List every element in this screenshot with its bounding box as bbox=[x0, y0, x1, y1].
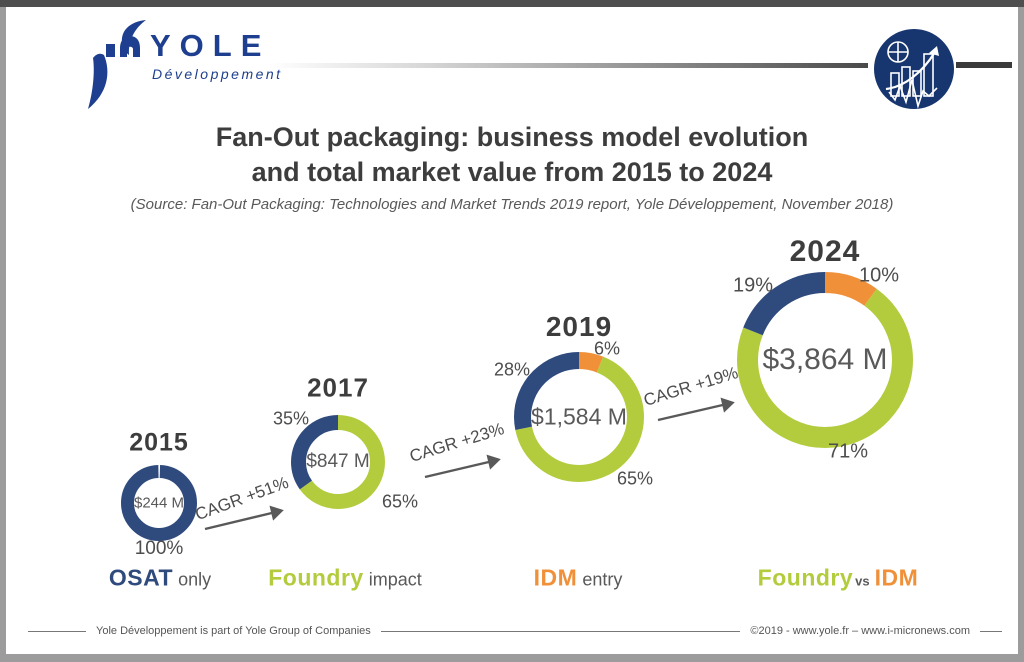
source-note: (Source: Fan-Out Packaging: Technologies… bbox=[130, 196, 894, 213]
donut-pct-label: 19% bbox=[732, 274, 774, 297]
donut-value-label: $244 M bbox=[133, 494, 185, 512]
donut-year-label: 2024 bbox=[789, 235, 861, 268]
donut-pct-label: 10% bbox=[858, 264, 900, 287]
header-rule bbox=[268, 63, 868, 68]
donut-pct-label: 35% bbox=[272, 408, 310, 429]
donut-2024-segment-osat bbox=[737, 272, 913, 448]
donut-value-label: $3,864 M bbox=[762, 343, 888, 376]
caption-part: Foundry bbox=[268, 564, 364, 591]
charts-growth-icon bbox=[874, 29, 954, 109]
caption-part: only bbox=[173, 569, 212, 590]
cagr-arrowhead bbox=[486, 454, 501, 470]
logo-name: YOLE bbox=[150, 28, 271, 63]
footer-divider bbox=[28, 630, 86, 632]
footer: Yole Développement is part of Yole Group… bbox=[28, 622, 1002, 640]
donut-2019-segment-foundry bbox=[514, 352, 644, 482]
caption-part: vs bbox=[855, 573, 870, 589]
header-rule-right bbox=[956, 62, 1012, 68]
caption-part: OSAT bbox=[108, 564, 174, 591]
donut-2015-segment-osat bbox=[121, 465, 197, 541]
cagr-arrow-line bbox=[424, 459, 494, 479]
yole-logo-icon bbox=[88, 20, 146, 109]
cagr-arrowhead bbox=[269, 505, 284, 521]
donut-pct-label: 28% bbox=[493, 359, 531, 380]
donut-pct-label: 100% bbox=[134, 538, 184, 559]
footer-left-text: Yole Développement is part of Yole Group… bbox=[96, 625, 371, 637]
caption-part: IDM bbox=[874, 564, 919, 591]
donut-pct-label: 65% bbox=[616, 468, 654, 489]
donut-pct-label: 6% bbox=[593, 338, 621, 359]
slide-card bbox=[6, 7, 1018, 654]
caption-part: IDM bbox=[533, 564, 578, 591]
cagr-arrowhead bbox=[720, 397, 735, 413]
donut-value-label: $1,584 M bbox=[531, 403, 627, 430]
cagr-arrow-line bbox=[657, 402, 728, 422]
donut-year-label: 2017 bbox=[307, 372, 369, 403]
donut-2024-segment-foundry bbox=[737, 272, 913, 448]
donut-caption: IDM entry bbox=[534, 565, 623, 592]
caption-part: impact bbox=[363, 569, 422, 590]
footer-divider bbox=[980, 630, 1002, 632]
donut-caption: Foundry vs IDM bbox=[758, 565, 919, 592]
caption-part: entry bbox=[577, 569, 623, 590]
cagr-arrow-line bbox=[204, 510, 277, 531]
donut-2019-segment-osat bbox=[514, 352, 644, 482]
title-line2: and total market value from 2015 to 2024 bbox=[251, 157, 773, 187]
donut-year-label: 2015 bbox=[129, 428, 189, 457]
donut-caption: Foundry impact bbox=[268, 565, 422, 592]
footer-right-text: ©2019 - www.yole.fr – www.i-micronews.co… bbox=[750, 625, 970, 637]
donut-2017-segment-osat bbox=[291, 415, 385, 509]
page-title: Fan-Out packaging: business model evolut… bbox=[0, 120, 1024, 190]
title-line1: Fan-Out packaging: business model evolut… bbox=[215, 122, 809, 152]
donut-pct-label: 71% bbox=[827, 440, 869, 463]
caption-part: Foundry bbox=[757, 564, 854, 591]
donut-caption: OSAT only bbox=[109, 565, 211, 592]
logo-subtitle: Développement bbox=[152, 66, 283, 82]
donut-year-label: 2019 bbox=[545, 311, 613, 342]
footer-divider bbox=[380, 630, 741, 632]
donut-pct-label: 65% bbox=[381, 491, 419, 512]
donut-value-label: $847 M bbox=[306, 451, 370, 472]
